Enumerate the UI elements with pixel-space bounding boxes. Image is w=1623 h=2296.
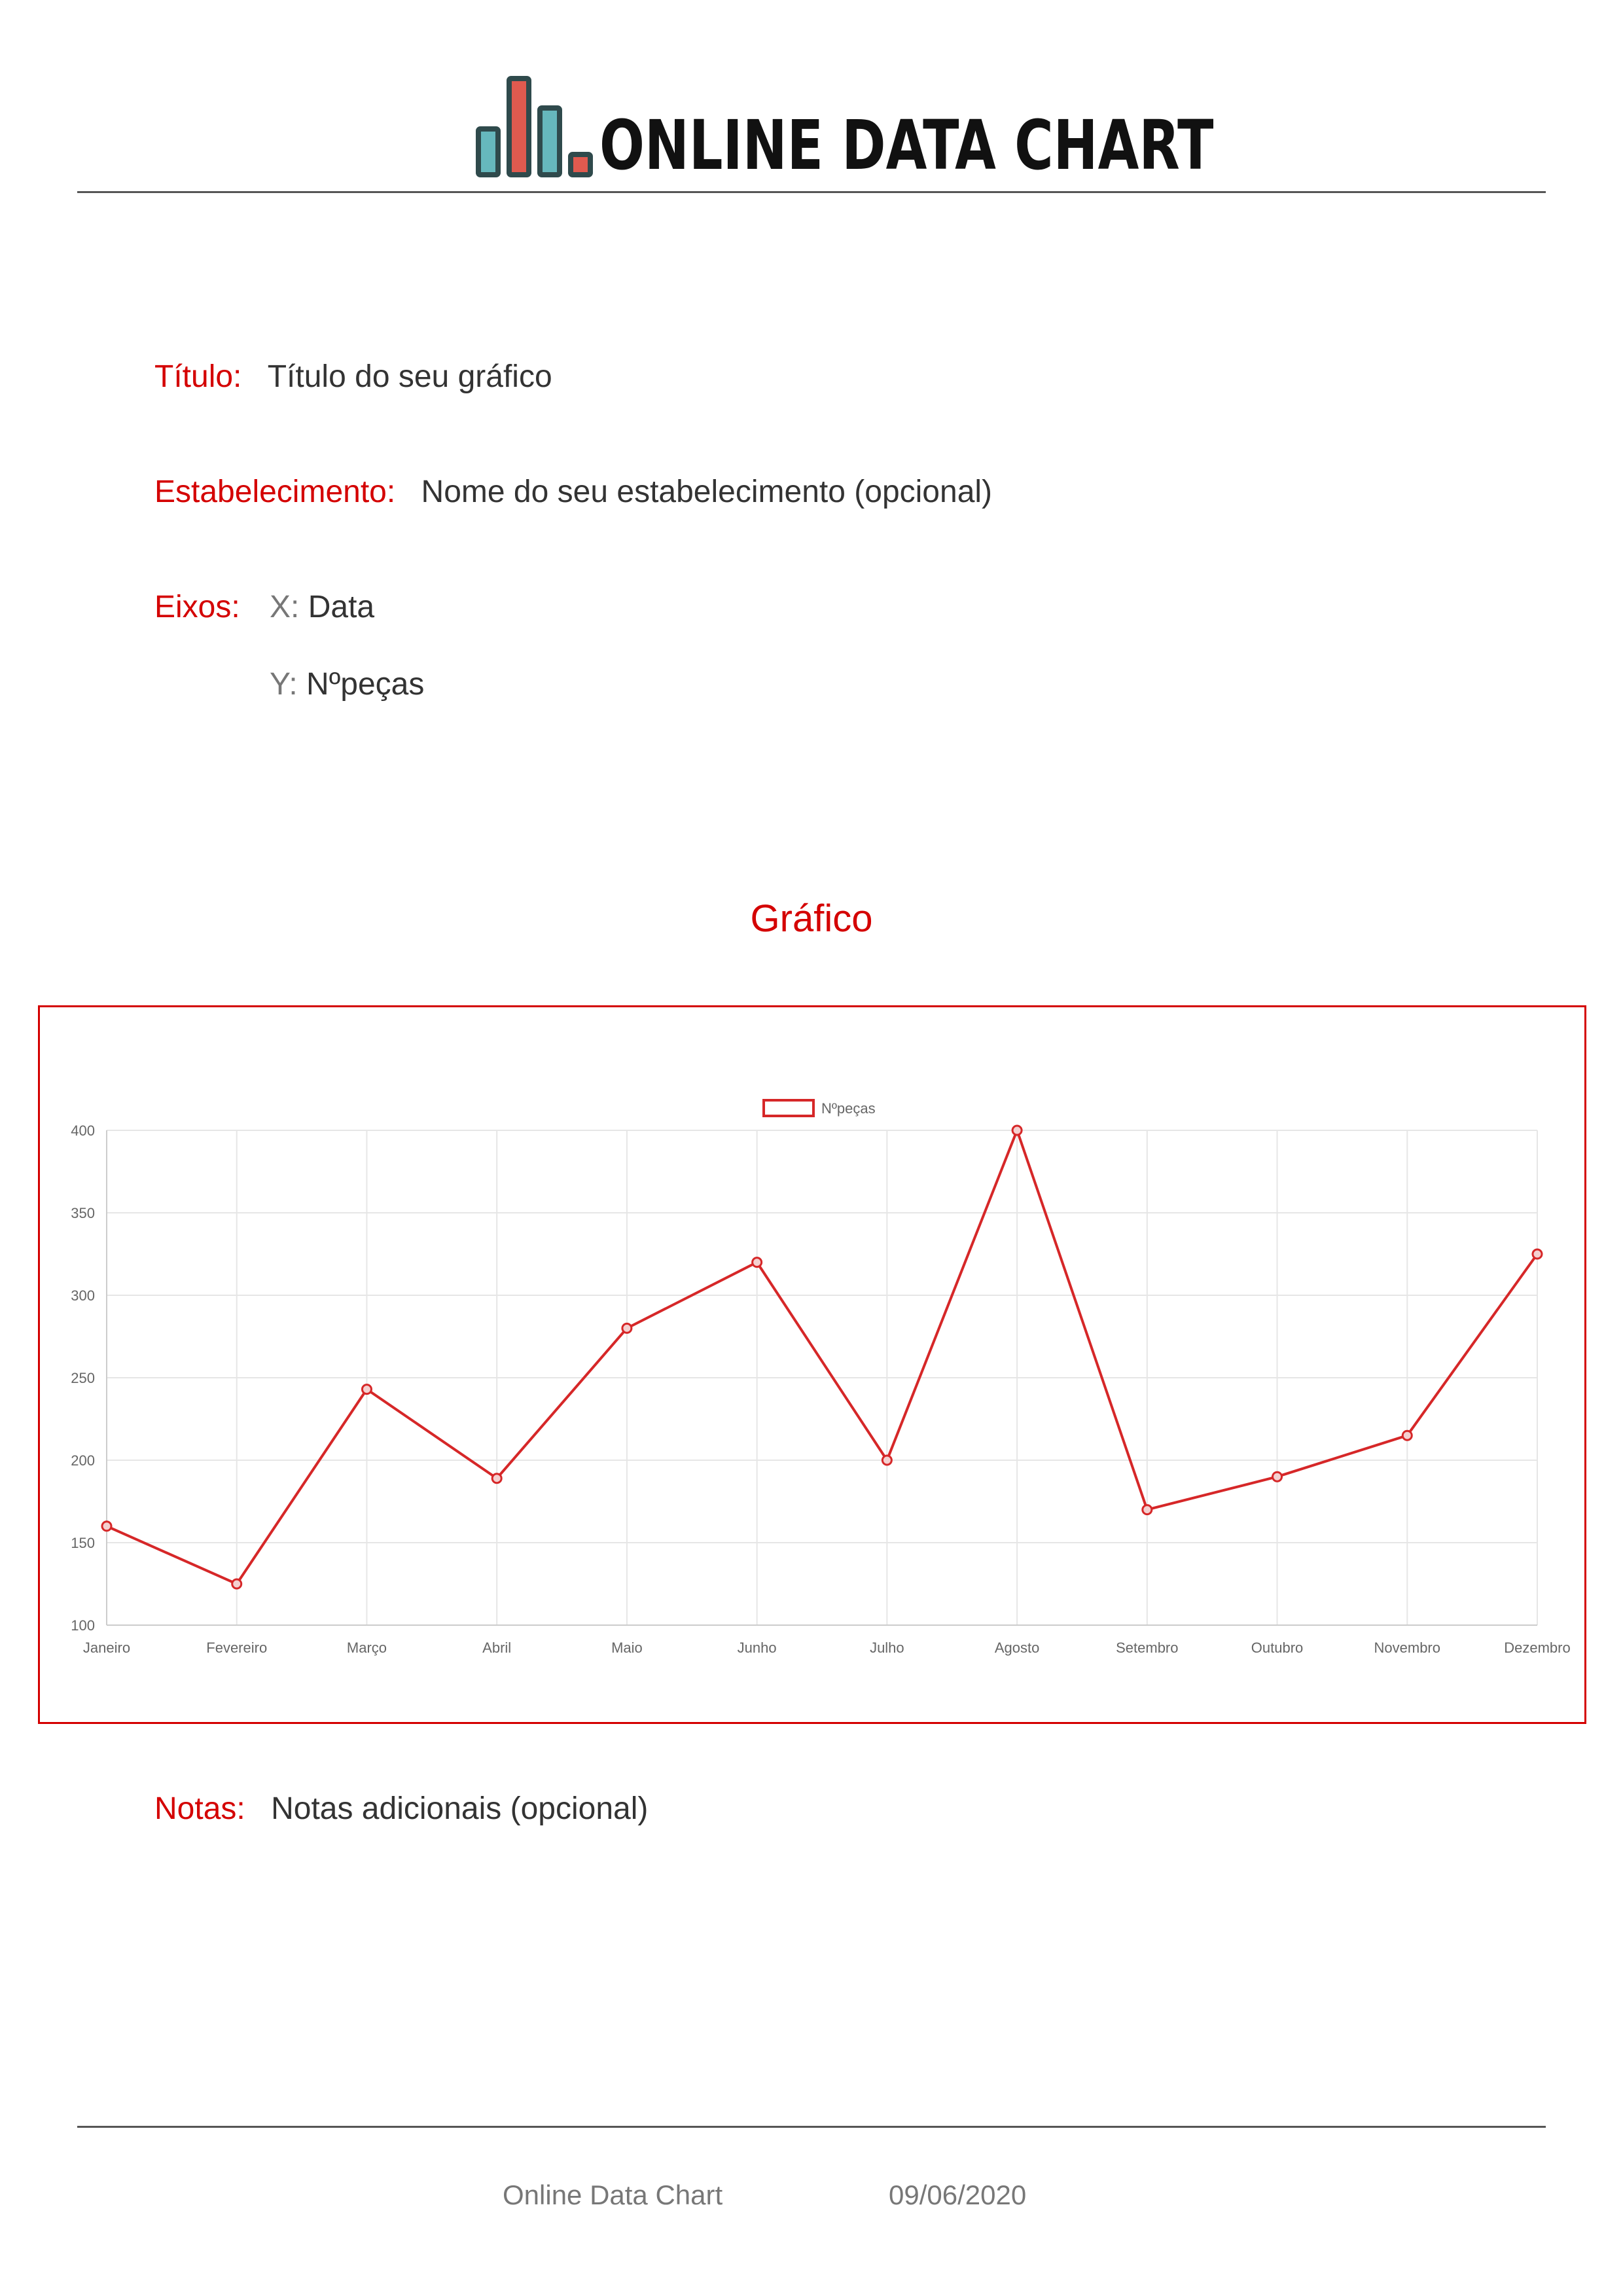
bar-chart-logo-icon <box>476 76 593 177</box>
data-point <box>751 1257 763 1268</box>
logo-bar-1 <box>476 126 501 177</box>
x-tick-label: Junho <box>738 1640 777 1656</box>
series-line <box>106 1129 1539 1585</box>
x-tick-label: Agosto <box>995 1640 1040 1656</box>
logo-bar-2 <box>507 76 531 177</box>
y-tick-label: 250 <box>71 1370 95 1386</box>
footer-divider <box>77 2126 1546 2128</box>
data-point <box>881 1454 893 1466</box>
logo-bar-4 <box>568 152 593 177</box>
data-point <box>491 1473 503 1484</box>
logo: ONLINE DATA CHART <box>475 73 1214 191</box>
y-axis-field: Y: Nºpeças <box>270 669 424 700</box>
x-tick-label: Setembro <box>1116 1640 1178 1656</box>
legend-swatch <box>762 1099 815 1117</box>
y-tick-label: 100 <box>71 1617 95 1634</box>
x-tick-label: Dezembro <box>1504 1640 1570 1656</box>
data-point <box>1531 1248 1543 1260</box>
data-point <box>1401 1429 1413 1441</box>
logo-text: ONLINE DATA CHART <box>599 105 1214 185</box>
establishment-label: Estabelecimento: <box>154 475 396 509</box>
data-point <box>1141 1504 1153 1516</box>
x-tick-label: Outubro <box>1251 1640 1304 1656</box>
establishment-value: Nome do seu estabelecimento (opcional) <box>421 475 993 509</box>
y-axis-value: Nºpeças <box>306 667 425 702</box>
y-tick-label: 300 <box>71 1287 95 1304</box>
header-divider <box>77 191 1546 193</box>
x-tick-label: Abril <box>482 1640 511 1656</box>
footer-date: 09/06/2020 <box>889 2179 1027 2210</box>
establishment-field: Estabelecimento: Nome do seu estabelecim… <box>154 476 992 508</box>
notes-label: Notas: <box>154 1791 245 1826</box>
x-tick-label: Julho <box>870 1640 904 1656</box>
data-point <box>1272 1471 1283 1482</box>
x-axis-value: Data <box>308 590 375 624</box>
data-point <box>101 1520 113 1532</box>
x-axis-field: X: Data <box>270 592 374 623</box>
x-tick-label: Janeiro <box>83 1640 130 1656</box>
x-tick-label: Março <box>347 1640 387 1656</box>
axes-field: Eixos: <box>154 592 240 623</box>
chart-frame: 100 150 200 250 300 350 400 Janeiro Fevereiro Mar… <box>38 1005 1586 1724</box>
data-point <box>361 1384 372 1395</box>
y-tick-label: 150 <box>71 1535 95 1551</box>
data-point <box>231 1578 243 1590</box>
x-tick-label: Maio <box>611 1640 643 1656</box>
y-tick-label: 350 <box>71 1205 95 1221</box>
x-axis-key: X: <box>270 590 300 624</box>
data-point <box>621 1322 633 1334</box>
title-value: Título do seu gráfico <box>267 359 552 394</box>
title-label: Título: <box>154 359 242 394</box>
line-chart: 100 150 200 250 300 350 400 Janeiro Fevereiro Mar… <box>71 1099 1571 1656</box>
notes-field: Notas: Notas adicionais (opcional) <box>154 1793 648 1825</box>
x-tick-label: Novembro <box>1374 1640 1440 1656</box>
y-axis-key: Y: <box>270 667 298 702</box>
y-tick-label: 400 <box>71 1122 95 1139</box>
notes-value: Notas adicionais (opcional) <box>271 1791 649 1826</box>
x-tick-label: Fevereiro <box>206 1640 267 1656</box>
axes-label: Eixos: <box>154 590 240 624</box>
data-point <box>1011 1124 1023 1136</box>
footer-site-name: Online Data Chart <box>503 2179 723 2210</box>
chart-section-title: Gráfico <box>750 897 873 940</box>
y-tick-label: 200 <box>71 1452 95 1469</box>
logo-bar-3 <box>537 105 562 177</box>
title-field: Título: Título do seu gráfico <box>154 361 552 393</box>
legend-label: Nºpeças <box>821 1100 876 1117</box>
